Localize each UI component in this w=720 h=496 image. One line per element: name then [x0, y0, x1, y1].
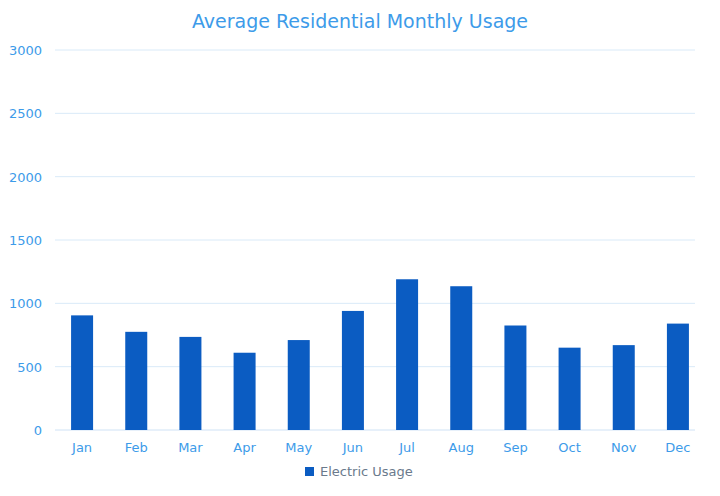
y-tick-label: 0: [34, 423, 42, 438]
x-tick-label: Sep: [503, 440, 528, 455]
bar: [179, 337, 201, 430]
chart-container: Average Residential Monthly Usage 0 500 100…: [0, 0, 720, 496]
y-tick-label: 2000: [9, 170, 42, 185]
grid-line: [55, 113, 695, 114]
x-tick-label: Mar: [178, 440, 203, 455]
bar: [613, 345, 635, 430]
y-tick-label: 2500: [9, 106, 42, 121]
legend-marker: [305, 467, 314, 476]
bar: [559, 348, 581, 430]
bars: [71, 279, 689, 430]
x-tick-label: Jul: [398, 440, 415, 455]
grid-line: [55, 303, 695, 304]
y-tick-label: 500: [17, 360, 42, 375]
x-tick-label: Feb: [125, 440, 148, 455]
bar: [234, 353, 256, 430]
x-tick-label: Oct: [558, 440, 580, 455]
x-tick-label: Jun: [342, 440, 363, 455]
bar: [504, 326, 526, 431]
grid-line: [55, 240, 695, 241]
x-tick-label: Aug: [449, 440, 474, 455]
x-tick-label: Dec: [665, 440, 690, 455]
grid-line: [55, 366, 695, 367]
bar: [450, 286, 472, 430]
x-tick-label: Jan: [71, 440, 92, 455]
bar: [71, 315, 93, 430]
y-tick-label: 3000: [9, 43, 42, 58]
bar: [342, 311, 364, 430]
bar: [288, 340, 310, 430]
y-tick-label: 1500: [9, 233, 42, 248]
grid-line: [55, 176, 695, 177]
bar: [667, 324, 689, 430]
grid: [55, 50, 695, 430]
chart-title: Average Residential Monthly Usage: [192, 10, 528, 32]
bar: [125, 332, 147, 430]
x-tick-label: Apr: [233, 440, 256, 455]
x-tick-label: Nov: [611, 440, 637, 455]
grid-line: [55, 50, 695, 51]
chart-svg: Average Residential Monthly Usage 0 500 100…: [0, 0, 720, 496]
legend: Electric Usage: [305, 464, 413, 479]
grid-line: [55, 430, 695, 431]
y-tick-label: 1000: [9, 296, 42, 311]
legend-label: Electric Usage: [320, 464, 413, 479]
x-tick-label: May: [285, 440, 312, 455]
bar: [396, 279, 418, 430]
